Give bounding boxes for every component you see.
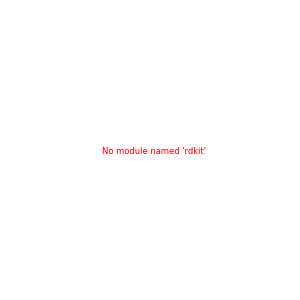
Text: No module named 'rdkit': No module named 'rdkit' [102,147,206,156]
